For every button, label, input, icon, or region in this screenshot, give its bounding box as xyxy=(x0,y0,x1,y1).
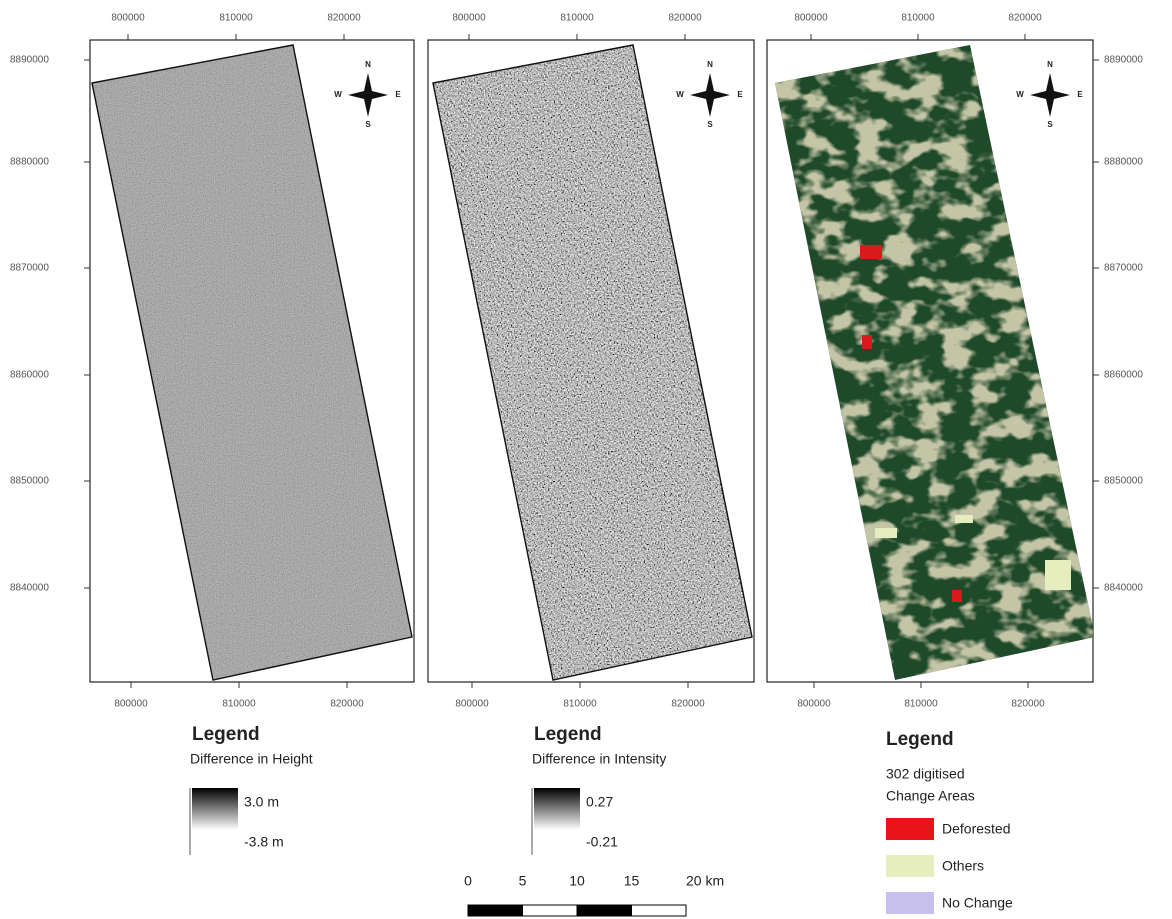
intensity-ramp xyxy=(534,788,580,830)
compass-n: N xyxy=(1047,60,1053,69)
compass-w: W xyxy=(334,90,342,99)
bottom-tick-label: 800000 xyxy=(455,699,489,710)
figure: 800000 810000 820000 800000 810000 820000 8000… xyxy=(0,0,1172,919)
legend-low: -3.8 m xyxy=(244,834,284,850)
left-tick-label: 8860000 xyxy=(10,370,49,381)
legend-title: Legend xyxy=(534,724,602,745)
legend-subtitle: 302 digitised xyxy=(886,766,965,782)
change-raster xyxy=(767,40,1093,682)
bottom-tick-label: 800000 xyxy=(797,699,831,710)
right-tick-label: 8870000 xyxy=(1104,263,1143,274)
top-tick-label: 820000 xyxy=(668,13,702,24)
right-tick-label: 8890000 xyxy=(1104,55,1143,66)
bottom-tick-label: 810000 xyxy=(222,699,256,710)
swatch-no-change xyxy=(886,892,934,914)
compass-e: E xyxy=(1077,90,1083,99)
bottom-tick-label: 820000 xyxy=(1011,699,1045,710)
compass-rose xyxy=(690,73,730,117)
legend-item: No Change xyxy=(942,895,1013,911)
legend-subtitle: Difference in Height xyxy=(190,751,313,767)
bottom-tick-label: 800000 xyxy=(114,699,148,710)
intensity-raster xyxy=(428,40,754,682)
compass-s: S xyxy=(1047,120,1053,129)
top-tick-label: 810000 xyxy=(219,13,253,24)
right-tick-label: 8840000 xyxy=(1104,583,1143,594)
left-tick-label: 8890000 xyxy=(10,55,49,66)
legend-subtitle: Difference in Intensity xyxy=(532,751,666,767)
legend-title: Legend xyxy=(886,729,954,750)
swatch-others xyxy=(886,855,934,877)
compass-rose xyxy=(1030,73,1070,117)
scale-label: 20 km xyxy=(686,873,724,889)
height-raster xyxy=(90,40,414,682)
compass-n: N xyxy=(707,60,713,69)
top-tick-label: 810000 xyxy=(901,13,935,24)
right-tick-label: 8860000 xyxy=(1104,370,1143,381)
left-tick-label: 8870000 xyxy=(10,263,49,274)
bottom-tick-label: 810000 xyxy=(563,699,597,710)
compass-s: S xyxy=(365,120,371,129)
scale-label: 5 xyxy=(519,873,527,889)
legend-subtitle: Change Areas xyxy=(886,788,975,804)
legend-low: -0.21 xyxy=(586,834,618,850)
compass-e: E xyxy=(395,90,401,99)
bottom-tick-label: 820000 xyxy=(330,699,364,710)
left-tick-label: 8880000 xyxy=(10,157,49,168)
top-tick-label: 800000 xyxy=(794,13,828,24)
legend-high: 3.0 m xyxy=(244,794,279,810)
right-tick-label: 8880000 xyxy=(1104,157,1143,168)
compass-w: W xyxy=(676,90,684,99)
swatch-deforested xyxy=(886,818,934,840)
compass-w: W xyxy=(1016,90,1024,99)
compass-e: E xyxy=(737,90,743,99)
top-tick-label: 820000 xyxy=(1008,13,1042,24)
top-tick-label: 800000 xyxy=(452,13,486,24)
left-tick-label: 8850000 xyxy=(10,476,49,487)
top-tick-label: 810000 xyxy=(560,13,594,24)
scale-label: 0 xyxy=(464,873,472,889)
compass-rose xyxy=(348,73,388,117)
scale-label: 10 xyxy=(569,873,585,889)
scale-label: 15 xyxy=(624,873,640,889)
legend-item: Deforested xyxy=(942,821,1010,837)
left-tick-label: 8840000 xyxy=(10,583,49,594)
right-tick-label: 8850000 xyxy=(1104,476,1143,487)
legend-high: 0.27 xyxy=(586,794,613,810)
legend-item: Others xyxy=(942,858,984,874)
compass-s: S xyxy=(707,120,713,129)
height-ramp xyxy=(192,788,238,830)
top-tick-label: 820000 xyxy=(327,13,361,24)
legend-title: Legend xyxy=(192,724,260,745)
scale-bar xyxy=(468,905,686,916)
bottom-tick-label: 810000 xyxy=(904,699,938,710)
compass-n: N xyxy=(365,60,371,69)
top-tick-label: 800000 xyxy=(111,13,145,24)
bottom-tick-label: 820000 xyxy=(671,699,705,710)
